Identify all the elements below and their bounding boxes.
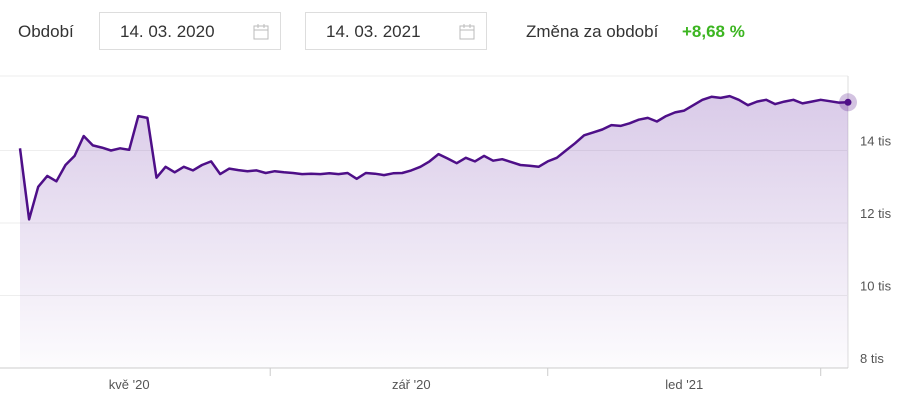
start-date-input[interactable]: 14. 03. 2020 xyxy=(99,12,281,50)
end-date: 14. 03. 2021 xyxy=(326,22,421,41)
change-label: Změna za období xyxy=(526,22,659,41)
x-tick-label: zář '20 xyxy=(392,377,431,392)
calendar-icon[interactable] xyxy=(252,23,270,41)
start-date: 14. 03. 2020 xyxy=(120,22,215,41)
end-halo xyxy=(839,93,857,112)
end-date-input[interactable]: 14. 03. 2021 xyxy=(305,12,487,50)
x-tick-label: led '21 xyxy=(665,377,703,392)
end-point xyxy=(844,98,852,106)
y-tick-label: 10 tis xyxy=(860,279,892,294)
area-fill xyxy=(20,96,848,368)
change-value: +8,68 % xyxy=(682,22,745,41)
calendar-icon[interactable] xyxy=(458,23,476,41)
line xyxy=(18,94,849,221)
y-tick-label: 14 tis xyxy=(860,134,892,149)
controls: Období 14. 03. 2020 14. 03. 2021 Změna z… xyxy=(0,12,900,52)
y-tick-label: 12 tis xyxy=(860,206,892,221)
y-tick-label: 8 tis xyxy=(860,351,884,366)
x-tick-label: kvě '20 xyxy=(109,377,150,392)
period-label: Období xyxy=(18,22,74,41)
